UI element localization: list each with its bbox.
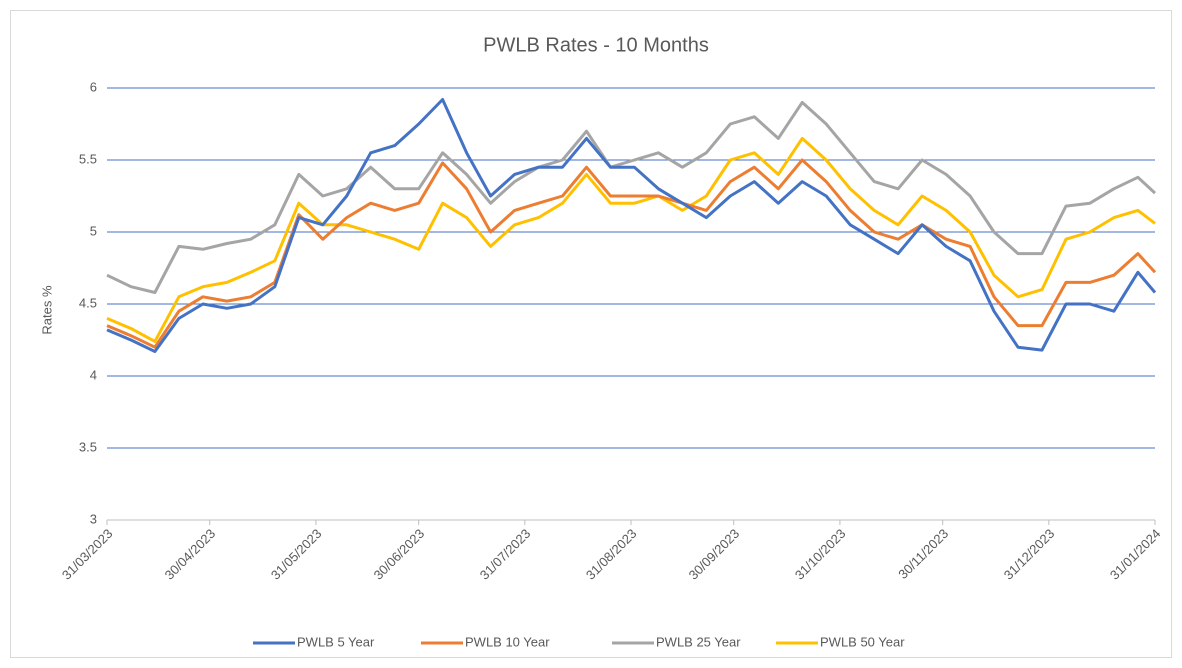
y-tick-label: 5 <box>90 223 97 238</box>
legend-label: PWLB 10 Year <box>465 634 550 649</box>
y-tick-label: 4 <box>90 367 97 382</box>
series-line <box>106 136 1156 343</box>
legend-label: PWLB 50 Year <box>820 634 905 649</box>
y-tick-label: 6 <box>90 79 97 94</box>
chart-border <box>10 10 1172 658</box>
y-tick-label: 3 <box>90 511 97 526</box>
legend-label: PWLB 5 Year <box>297 634 375 649</box>
y-tick-label: 5.5 <box>79 151 97 166</box>
legend-label: PWLB 25 Year <box>656 634 741 649</box>
y-tick-label: 3.5 <box>79 439 97 454</box>
chart-title: PWLB Rates - 10 Months <box>483 34 709 56</box>
series-line <box>106 100 1157 294</box>
series-line <box>106 98 1157 353</box>
y-tick-label: 4.5 <box>79 295 97 310</box>
y-axis-label: Rates % <box>39 285 54 335</box>
